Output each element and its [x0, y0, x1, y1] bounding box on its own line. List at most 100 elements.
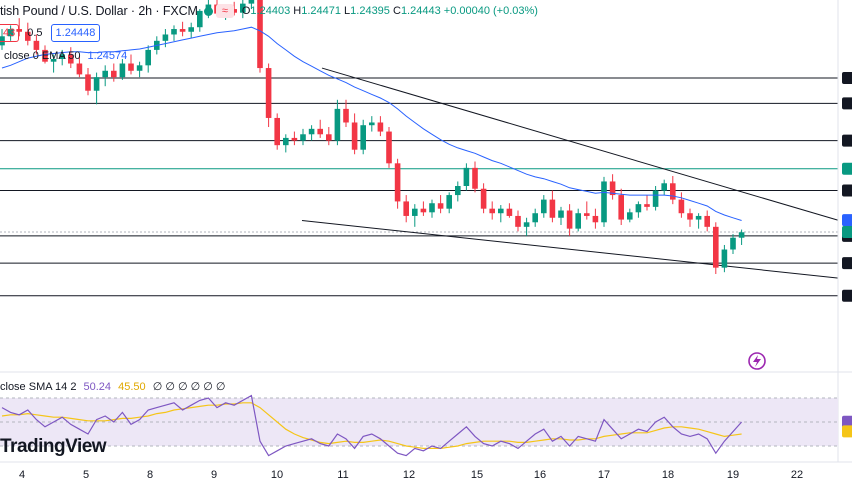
candle-body — [145, 49, 151, 66]
candle — [128, 54, 134, 75]
candle — [515, 210, 521, 232]
candle — [343, 99, 349, 128]
candle — [721, 244, 728, 273]
candle-body — [738, 232, 745, 238]
rsi-legend[interactable]: close SMA 14 2 50.24 45.50 ∅ ∅ ∅ ∅ ∅ ∅ — [0, 380, 225, 393]
candle-body — [541, 199, 547, 214]
price-axis[interactable] — [837, 0, 852, 462]
high-label: H — [293, 5, 302, 17]
candle-body — [128, 63, 134, 71]
candle — [171, 25, 177, 41]
candle — [317, 119, 323, 138]
candle-body — [111, 70, 117, 78]
candle-body — [33, 40, 40, 50]
candle-body — [179, 29, 186, 32]
market-status-badge[interactable]: ≈ — [215, 4, 234, 18]
candle — [25, 22, 31, 46]
candle — [76, 56, 83, 78]
tradingview-logo[interactable]: TradingView — [0, 436, 107, 457]
candle — [412, 204, 418, 227]
candle-body — [76, 63, 83, 75]
ema-legend-label: close 0 EMA 50 — [4, 50, 81, 62]
candle-body — [403, 201, 409, 216]
lower-trendline — [301, 219, 843, 280]
time-tick-label: 12 — [403, 469, 415, 481]
candle-body — [678, 199, 685, 214]
chart-header: tish Pound / U.S. Dollar · 2h · FXCM ≈ O… — [0, 2, 538, 20]
rsi-sma-price-tag — [842, 425, 852, 438]
candle — [274, 113, 280, 150]
candle — [394, 158, 401, 209]
time-tick-label: 4 — [19, 469, 25, 481]
open-value: 1.24403 — [250, 5, 291, 17]
time-tick-label: 8 — [147, 469, 153, 481]
candle — [609, 174, 616, 200]
candle — [119, 58, 126, 80]
level-price-tag — [842, 72, 852, 85]
candle — [455, 181, 461, 202]
candle-body — [670, 183, 676, 200]
candle-body — [16, 29, 22, 32]
candle-body — [412, 208, 418, 216]
candle — [661, 179, 667, 196]
candle-body — [162, 34, 169, 41]
candle — [704, 210, 710, 232]
candle-body — [463, 167, 470, 186]
symbol-title[interactable]: tish Pound / U.S. Dollar · 2h · FXCM — [0, 4, 198, 18]
time-tick-label: 15 — [471, 469, 483, 481]
candle — [437, 195, 444, 214]
candle — [179, 21, 186, 37]
candle-body — [343, 108, 349, 123]
candle — [145, 45, 151, 73]
candle-body — [171, 29, 177, 35]
level-price-tag — [842, 134, 852, 147]
candle — [283, 134, 289, 153]
candle-body — [274, 117, 280, 146]
candle-body — [566, 210, 573, 229]
candle-body — [68, 54, 74, 64]
trade-row: 43 0.5 1.24448 — [0, 24, 101, 42]
candle — [558, 206, 564, 226]
candle-body — [455, 186, 461, 196]
candle-body — [136, 65, 143, 71]
candle — [463, 163, 470, 191]
candle-body — [93, 77, 100, 91]
sell-button[interactable]: 43 — [0, 24, 20, 42]
candle — [351, 113, 358, 155]
candle-body — [369, 122, 375, 126]
time-axis[interactable]: 4 5 8 9 10 11 12 15 16 17 18 19 22 — [0, 461, 852, 481]
ohlc-values: O1.24403 H1.24471 L1.24395 C1.24443 +0.0… — [242, 5, 538, 17]
candle — [377, 116, 384, 137]
candle — [360, 119, 366, 155]
candle — [489, 201, 495, 220]
candles — [0, 0, 745, 275]
candle — [240, 0, 246, 19]
low-value: 1.24395 — [350, 5, 390, 17]
time-tick-label: 17 — [598, 469, 610, 481]
candle-body — [59, 54, 65, 59]
candle-body — [308, 128, 315, 135]
candle-body — [498, 208, 504, 214]
candle-body — [652, 190, 659, 207]
candle-body — [687, 213, 693, 220]
candle-body — [197, 10, 203, 28]
candle-body — [351, 122, 358, 150]
ema-legend[interactable]: close 0 EMA 50 1.24574 — [4, 50, 127, 62]
candle-body — [420, 208, 427, 213]
candle — [713, 222, 719, 275]
candle — [652, 186, 659, 211]
candle-body — [609, 181, 616, 196]
candle — [291, 131, 298, 146]
candle-body — [549, 199, 556, 218]
candle-body — [429, 203, 435, 213]
rsi-band — [0, 398, 838, 446]
candle-body — [721, 249, 728, 268]
rsi-value: 50.24 — [83, 381, 112, 393]
candle — [635, 201, 642, 218]
candle — [566, 204, 573, 236]
buy-button[interactable]: 1.24448 — [50, 24, 101, 42]
change-value: +0.00040 (+0.03%) — [443, 5, 538, 17]
candle — [188, 22, 194, 39]
candle — [670, 176, 676, 205]
